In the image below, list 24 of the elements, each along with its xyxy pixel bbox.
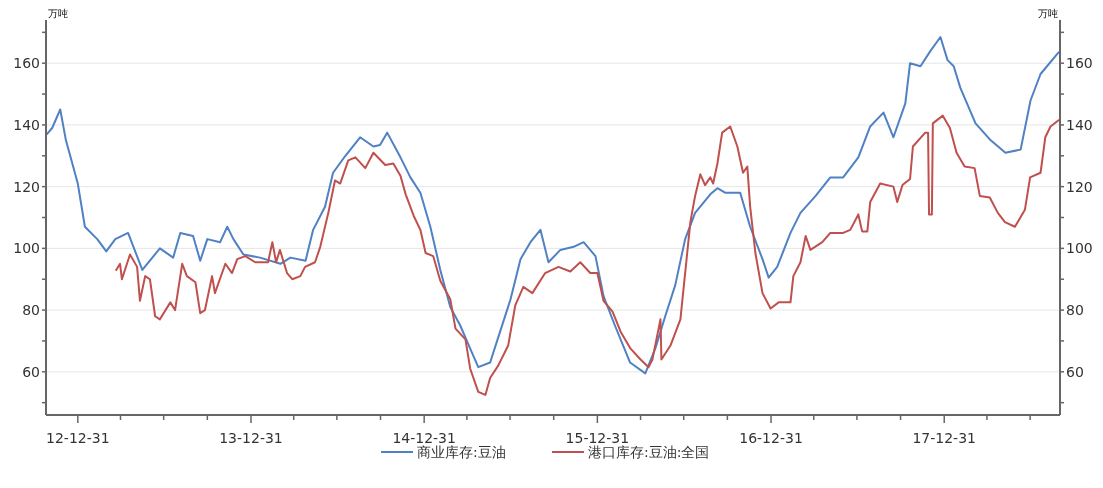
x-tick-label: 14-12-31 xyxy=(392,430,456,446)
y2-tick-label: 120 xyxy=(1066,178,1093,195)
y2-tick-label: 140 xyxy=(1066,116,1093,133)
y2-tick-label: 80 xyxy=(1066,302,1084,319)
y2-tick-label: 100 xyxy=(1066,240,1093,257)
legend-label: 港口库存:豆油:全国 xyxy=(588,444,710,460)
x-tick-label: 16-12-31 xyxy=(739,430,803,446)
y-tick-label: 140 xyxy=(13,116,40,133)
y2-axis-title: 万吨 xyxy=(1038,8,1058,19)
x-tick-label: 13-12-31 xyxy=(219,430,283,446)
y-tick-label: 120 xyxy=(13,178,40,195)
legend-label: 商业库存:豆油 xyxy=(417,444,506,460)
y-tick-label: 60 xyxy=(22,363,40,380)
line-series xyxy=(45,35,1060,375)
y-axis-title: 万吨 xyxy=(48,8,68,19)
y2-tick-label: 160 xyxy=(1066,55,1093,72)
line-series xyxy=(115,114,1060,396)
y2-tick-label: 60 xyxy=(1066,363,1084,380)
y-tick-label: 160 xyxy=(13,55,40,72)
y-tick-label: 80 xyxy=(22,302,40,319)
x-tick-label: 17-12-31 xyxy=(912,430,976,446)
x-tick-label: 15-12-31 xyxy=(565,430,630,446)
y-tick-label: 100 xyxy=(13,240,40,257)
x-tick-label: 12-12-31 xyxy=(46,430,110,446)
